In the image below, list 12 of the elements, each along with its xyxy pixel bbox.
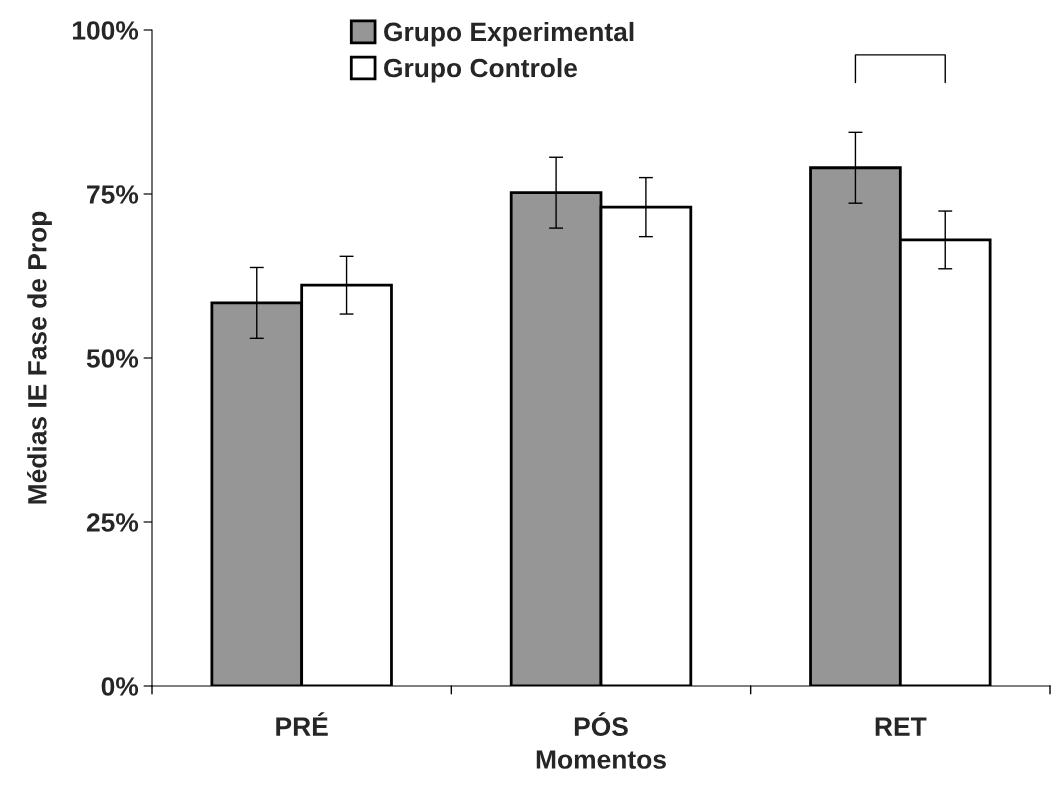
x-tick-label: RET	[875, 717, 927, 736]
x-axis-title: Momentos	[536, 750, 666, 769]
y-tick-label: 25%	[86, 513, 139, 532]
y-tick-label: 75%	[87, 185, 139, 204]
y-tick-label: 100%	[72, 21, 139, 40]
legend-label: Grupo Experimental	[384, 21, 634, 47]
x-tick-label: PÓS	[574, 712, 628, 736]
y-axis-title: Médias IE Fase de Prop	[27, 211, 52, 504]
y-tick-label: 0%	[101, 677, 139, 696]
legend-label: Grupo Controle	[384, 57, 578, 83]
y-tick-label: 50%	[86, 349, 139, 368]
x-tick-label: PRÉ	[276, 712, 328, 736]
